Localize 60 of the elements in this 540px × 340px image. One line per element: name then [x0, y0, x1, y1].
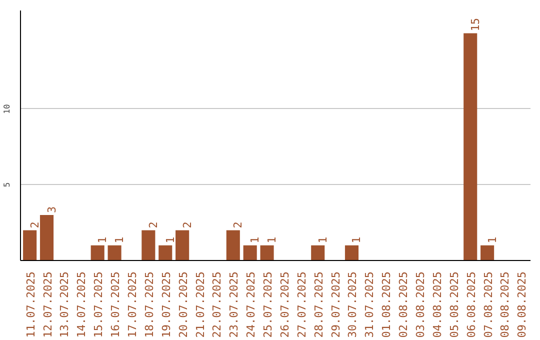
- bar: [311, 245, 325, 260]
- x-tick-label: 08.08.2025: [498, 271, 512, 338]
- data-label: 1: [266, 236, 279, 244]
- bar: [176, 230, 190, 260]
- bar: [158, 245, 172, 260]
- data-label: 1: [96, 236, 110, 244]
- bar: [90, 245, 104, 260]
- x-tick-label: 24.07.2025: [244, 271, 258, 338]
- x-tick-label: 15.07.2025: [92, 271, 106, 338]
- x-tick-label: 25.07.2025: [262, 271, 275, 338]
- x-tick-label: 02.08.2025: [397, 271, 410, 338]
- x-tick-label: 31.07.2025: [363, 271, 376, 338]
- data-label: 1: [316, 236, 330, 244]
- x-tick-label: 17.07.2025: [126, 271, 139, 338]
- x-tick-label: 23.07.2025: [228, 271, 241, 338]
- data-label: 2: [180, 222, 194, 228]
- bar: [464, 33, 478, 260]
- y-tick-label: 5: [2, 182, 12, 188]
- data-label: 3: [45, 206, 58, 214]
- data-label: 2: [146, 222, 160, 228]
- x-tick-label: 03.08.2025: [414, 271, 428, 338]
- bar: [142, 230, 156, 260]
- data-label: 1: [113, 236, 126, 244]
- x-tick-label: 11.07.2025: [24, 271, 38, 338]
- bar: [226, 230, 240, 260]
- data-label: 1: [486, 236, 499, 244]
- data-label: 1: [164, 236, 177, 244]
- data-label: 2: [28, 222, 42, 228]
- bar: [23, 230, 37, 260]
- x-tick-label: 20.07.2025: [176, 271, 190, 338]
- x-tick-label: 28.07.2025: [312, 271, 326, 338]
- x-tick-label: 29.07.2025: [329, 271, 342, 338]
- x-tick-label: 19.07.2025: [160, 271, 173, 338]
- y-tick-label: 10: [2, 104, 12, 114]
- bar: [108, 245, 122, 260]
- x-tick-label: 07.08.2025: [482, 271, 495, 338]
- x-tick-label: 22.07.2025: [210, 271, 224, 338]
- data-label: 1: [248, 236, 262, 244]
- x-tick-label: 27.07.2025: [295, 271, 308, 338]
- bar: [40, 215, 54, 260]
- bar: [260, 245, 274, 260]
- bar: [344, 245, 359, 260]
- x-tick-label: 01.08.2025: [380, 271, 394, 338]
- x-tick-label: 05.08.2025: [448, 271, 461, 338]
- x-tick-label: 13.07.2025: [58, 271, 72, 338]
- x-tick-label: 21.07.2025: [194, 271, 207, 338]
- x-tick-label: 12.07.2025: [41, 271, 54, 338]
- x-tick-label: 30.07.2025: [346, 271, 360, 338]
- data-label: 2: [232, 222, 245, 228]
- x-tick-label: 16.07.2025: [109, 271, 122, 338]
- x-tick-label: 04.08.2025: [430, 271, 444, 338]
- data-label: 1: [350, 236, 364, 244]
- bar: [480, 245, 494, 260]
- bar: [243, 245, 257, 260]
- x-tick-label: 18.07.2025: [142, 271, 156, 338]
- x-tick-label: 06.08.2025: [464, 271, 478, 338]
- x-tick-label: 09.08.2025: [516, 271, 529, 338]
- data-label: 15: [468, 18, 482, 32]
- x-tick-label: 14.07.2025: [75, 271, 88, 338]
- x-tick-label: 26.07.2025: [278, 271, 292, 338]
